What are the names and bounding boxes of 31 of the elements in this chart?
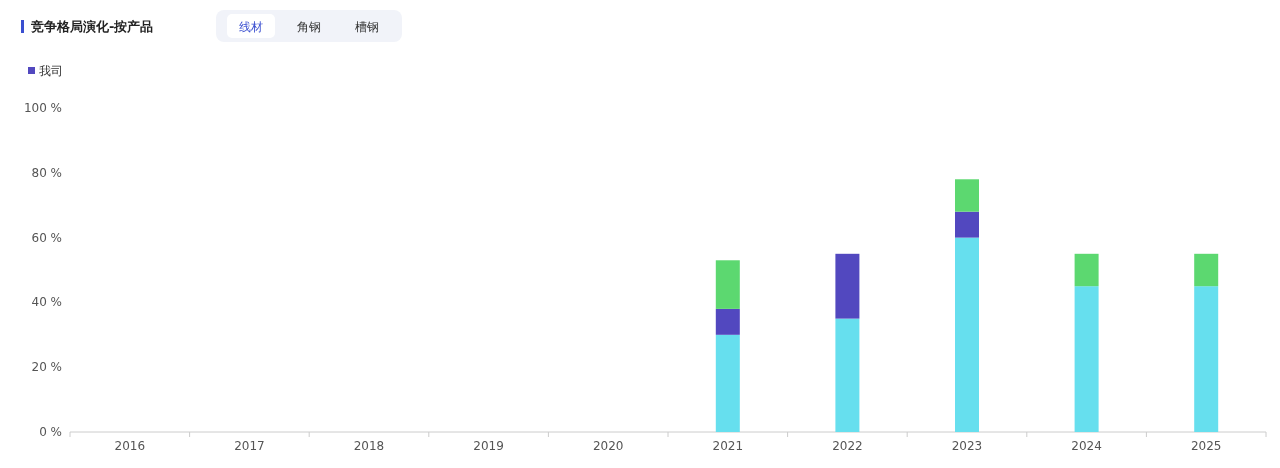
- tab-group: 线材 角钢 槽钢: [216, 10, 402, 42]
- x-tick-label: 2023: [951, 439, 983, 453]
- x-tick-label: 2018: [353, 439, 385, 453]
- legend-label: 我司: [39, 64, 63, 78]
- bar: [955, 179, 979, 212]
- x-tick-label: 2021: [712, 439, 744, 453]
- bar: [835, 318, 860, 432]
- x-tick-label: 2019: [473, 439, 504, 453]
- x-tick-label: 2024: [1071, 439, 1102, 453]
- y-tick-label: 0 %: [39, 425, 62, 439]
- y-tick-label: 100 %: [23, 101, 62, 115]
- x-tick-label: 2020: [592, 439, 624, 453]
- bar: [955, 211, 979, 238]
- y-tick-label: 20 %: [31, 360, 62, 375]
- x-tick-label: 2017: [234, 439, 265, 453]
- y-tick-label: 80 %: [31, 165, 62, 180]
- y-tick-label: 40 %: [31, 295, 62, 310]
- bar: [955, 237, 979, 432]
- bar: [1194, 253, 1219, 287]
- y-tick-label: 60 %: [31, 230, 62, 245]
- bar: [715, 308, 740, 335]
- x-tick-label: 2016: [114, 439, 146, 453]
- bar: [1074, 253, 1099, 287]
- bar: [835, 253, 860, 319]
- bar: [1074, 286, 1099, 432]
- x-tick-label: 2022: [832, 439, 863, 453]
- bar: [715, 334, 740, 432]
- bar: [1194, 286, 1219, 432]
- chart-title: 竞争格局演化-按产品: [30, 19, 154, 34]
- bar: [715, 260, 740, 309]
- x-tick-label: 2025: [1190, 439, 1222, 453]
